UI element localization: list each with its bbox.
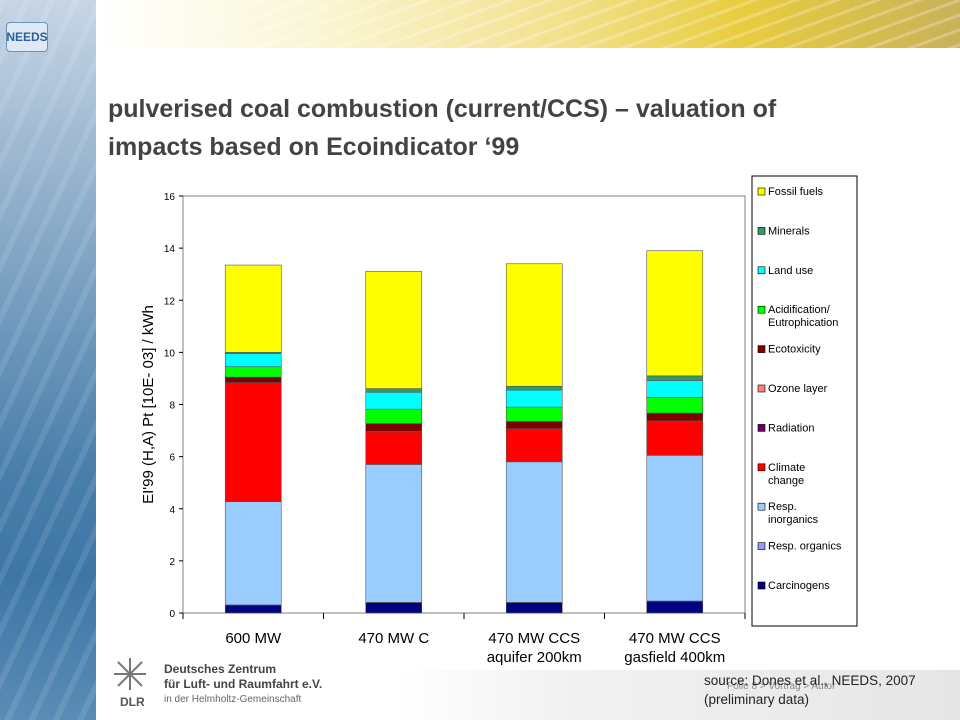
- legend-swatch: [757, 227, 766, 235]
- bar-segment: [505, 389, 563, 408]
- bar-segment: [646, 397, 704, 414]
- bar-segment: [224, 353, 282, 368]
- y-tick-label: 4: [169, 505, 175, 516]
- source-note: source: Dones et al., NEEDS, 2007 (preli…: [704, 671, 916, 709]
- y-tick-label: 0: [169, 609, 175, 620]
- legend-swatch: [757, 581, 766, 590]
- bar-segment: [646, 600, 704, 614]
- slide-title-line1: pulverised coal combustion (current/CCS)…: [108, 95, 777, 123]
- legend-label: Radiation: [768, 422, 814, 434]
- legend-swatch: [757, 266, 766, 275]
- bar-segment: [505, 461, 563, 603]
- source-line2: (preliminary data): [704, 692, 810, 707]
- legend-label: Eutrophication: [768, 317, 838, 329]
- legend-swatch: [757, 187, 766, 196]
- dlr-abbreviation: DLR: [120, 695, 145, 709]
- bar-segment: [224, 264, 282, 353]
- dlr-name-line3: in der Helmholtz-Gemeinschaft: [164, 694, 302, 705]
- bar-segment: [224, 376, 282, 383]
- header-decoration: [96, 0, 960, 48]
- dlr-name-line2: für Luft- und Raumfahrt e.V.: [164, 677, 323, 691]
- y-tick-label: 10: [164, 348, 176, 359]
- legend-label: Resp.: [768, 501, 797, 513]
- bar-segment: [224, 366, 282, 378]
- legend-swatch: [757, 345, 766, 353]
- legend-swatch: [757, 305, 766, 314]
- legend-label: Fossil fuels: [768, 186, 824, 198]
- bar-segment: [646, 375, 704, 381]
- y-axis-label: EI'99 (H,A) Pt [10E- 03] / kWh: [140, 305, 157, 504]
- footer-decoration: [96, 670, 960, 720]
- y-tick-label: 12: [164, 296, 176, 307]
- bar-segment: [505, 428, 563, 463]
- bar-segment: [505, 263, 563, 387]
- legend-label: Acidification/: [768, 304, 831, 316]
- y-tick-label: 8: [169, 401, 175, 412]
- legend-swatch: [757, 424, 766, 432]
- bar-segment: [224, 604, 282, 614]
- x-category-label: aquifer 200km: [487, 649, 582, 666]
- legend-label: Climate: [768, 462, 805, 474]
- slide-title-line2: impacts based on Ecoindicator ‘99: [108, 133, 520, 161]
- bar-segment: [365, 408, 423, 424]
- legend-label: Ecotoxicity: [768, 344, 821, 356]
- bar-segment: [224, 382, 282, 503]
- bar-segment: [365, 423, 423, 432]
- legend-box: [751, 175, 858, 627]
- x-category-label: 470 MW CCS: [629, 630, 721, 647]
- legend-swatch: [757, 502, 766, 511]
- x-category-label: 470 MW CCS: [488, 630, 580, 647]
- bar-segment: [365, 431, 423, 465]
- slide-title: pulverised coal combustion (current/CCS)…: [108, 90, 928, 166]
- bar-segment: [224, 501, 282, 606]
- legend-label: Minerals: [768, 225, 810, 237]
- legend-swatch: [757, 463, 766, 472]
- legend-label: inorganics: [768, 514, 819, 526]
- bar-segment: [365, 388, 423, 393]
- slide-footnote: Folie 8 > Vortrag > Autor: [727, 681, 836, 692]
- legend-label: Resp. organics: [768, 541, 842, 553]
- bar-segment: [646, 380, 704, 398]
- bar-segment: [365, 391, 423, 410]
- legend-label: change: [768, 475, 804, 487]
- needs-logo: NEEDS: [6, 22, 48, 52]
- bar-segment: [646, 412, 704, 422]
- y-tick-label: 2: [169, 557, 175, 568]
- legend-swatch: [757, 542, 766, 550]
- legend-swatch: [757, 384, 766, 393]
- legend-label: Carcinogens: [768, 580, 830, 592]
- bar-segment: [365, 464, 423, 603]
- bar-segment: [505, 385, 563, 391]
- side-decoration: [0, 0, 96, 720]
- bar-segment: [505, 602, 563, 614]
- dlr-logo-icon: [114, 658, 146, 690]
- dlr-name-line1: Deutsches Zentrum: [164, 662, 277, 676]
- source-line1: source: Dones et al., NEEDS, 2007: [704, 673, 916, 688]
- bar-segment: [505, 406, 563, 422]
- bar-segment: [505, 421, 563, 430]
- y-tick-label: 6: [169, 453, 175, 464]
- y-tick-label: 16: [164, 192, 176, 203]
- x-category-label: 470 MW C: [358, 630, 429, 647]
- legend-label: Land use: [768, 265, 813, 277]
- bar-segment: [646, 421, 704, 456]
- y-tick-label: 14: [164, 244, 176, 255]
- x-category-label: 600 MW: [225, 630, 282, 647]
- bar-segment: [365, 602, 423, 614]
- bar-segment: [365, 271, 423, 389]
- x-category-label: gasfield 400km: [624, 649, 725, 666]
- bar-segment: [646, 250, 704, 377]
- dlr-organization-name: Deutsches Zentrum für Luft- und Raumfahr…: [164, 662, 322, 707]
- bar-segment: [646, 455, 704, 602]
- legend-label: Ozone layer: [768, 383, 828, 395]
